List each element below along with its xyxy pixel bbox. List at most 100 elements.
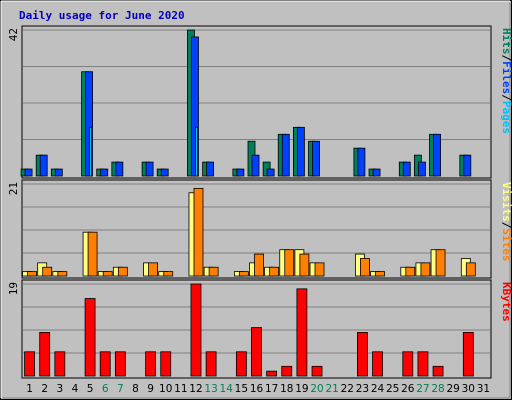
panel-1-ymax-label: 42 [7,28,20,41]
bar-files-day-18 [281,133,290,177]
bar-kbytes-day-26 [402,351,414,377]
bar-kbytes-day-20 [311,365,323,377]
bar-sites-day-9 [148,262,158,277]
panel-1-axis-title-part: Pages [500,101,512,134]
bar-files-day-1 [24,168,33,177]
x-tick-label-day-31: 31 [477,383,490,395]
bar-sites-day-7 [117,266,128,277]
bar-sites-day-5 [87,231,98,277]
bar-files-day-6 [100,168,109,177]
bar-sites-day-16 [254,253,264,277]
chart-title: Daily usage for June 2020 [19,9,185,22]
panel-1-axis-title-part: / [500,55,512,62]
panel-2-axis-title-part: Sites [500,228,512,261]
bar-sites-day-30 [465,262,476,277]
bar-kbytes-day-17 [266,370,278,377]
panel-2-axis-title-part: Visits [500,182,512,222]
panel-1-axis-title-part: Hits [500,28,512,55]
x-tick-label-day-18: 18 [280,383,293,395]
bar-sites-day-20 [314,262,325,277]
panel-1-axis-title-part: Files [500,61,512,94]
bar-sites-day-2 [42,266,53,277]
panel-2-axis-title: Visits/Sites [500,182,512,262]
bar-kbytes-day-2 [39,332,51,377]
x-tick-label-day-30: 30 [462,383,475,395]
bar-kbytes-day-1 [24,351,35,377]
panel-2-ymax-label: 21 [7,182,20,195]
bar-sites-day-10 [163,271,174,277]
x-tick-label-day-9: 9 [147,383,154,395]
bar-files-day-12 [191,36,199,177]
bar-files-day-10 [160,168,169,177]
x-tick-label-day-2: 2 [41,383,48,395]
bar-kbytes-day-6 [99,351,111,377]
x-tick-label-day-1: 1 [26,383,33,395]
bar-kbytes-day-28 [432,365,444,377]
bar-files-day-24 [372,168,381,177]
bar-files-day-27 [418,161,426,177]
bar-sites-day-18 [284,249,295,277]
bar-sites-day-27 [420,262,431,277]
bar-files-day-30 [463,154,472,177]
bar-kbytes-day-24 [372,351,383,377]
x-tick-label-day-8: 8 [132,383,139,395]
bar-files-day-20 [312,140,320,177]
bar-kbytes-day-5 [84,298,96,377]
x-tick-label-day-29: 29 [446,383,459,395]
bar-files-day-19 [296,126,305,177]
bar-sites-day-13 [208,266,219,277]
panel-3-axis-title: KBytes [500,282,512,322]
panel-1-plot-area [21,25,492,179]
x-tick-label-day-19: 19 [295,383,308,395]
bar-sites-day-3 [57,271,68,277]
bar-files-day-2 [39,154,48,177]
x-tick-label-day-26: 26 [401,383,415,395]
bar-kbytes-day-3 [54,351,66,377]
panel-1-axis-title-part: / [500,94,512,101]
x-tick-label-day-11: 11 [174,383,187,395]
bar-kbytes-day-19 [296,288,308,377]
x-tick-label-day-27: 27 [416,383,429,395]
x-tick-label-day-5: 5 [87,383,94,395]
panel-3-axis-title-part: KBytes [500,282,512,322]
bar-kbytes-day-16 [251,327,262,377]
x-tick-label-day-12: 12 [189,383,202,395]
bar-files-day-7 [115,161,124,177]
x-tick-label-day-3: 3 [56,383,63,395]
x-tick-label-day-24: 24 [371,383,385,395]
x-tick-label-day-28: 28 [431,383,444,395]
x-tick-label-day-22: 22 [341,383,354,395]
bar-kbytes-day-30 [462,332,474,377]
bar-kbytes-day-7 [114,351,126,377]
bar-kbytes-day-23 [357,332,368,377]
x-tick-label-day-17: 17 [265,383,278,395]
x-tick-label-day-6: 6 [102,383,109,395]
bar-files-day-3 [54,168,63,177]
bar-sites-day-24 [375,271,385,277]
panel-2-axis-title-part: / [500,222,512,229]
x-tick-label-day-10: 10 [159,383,172,395]
bar-kbytes-day-9 [145,351,156,377]
panel-3-ymax-label: 19 [7,282,20,295]
bar-files-day-13 [206,161,215,177]
bar-sites-day-17 [269,266,280,277]
bar-sites-day-28 [435,249,446,277]
bar-pages-day-12 [195,126,198,177]
bar-sites-day-12 [193,187,204,277]
bar-files-day-17 [266,168,275,177]
bar-files-day-23 [357,147,366,177]
x-tick-label-day-14: 14 [220,383,234,395]
bar-kbytes-day-13 [205,351,217,377]
bar-sites-day-15 [238,271,249,277]
bar-kbytes-day-12 [190,283,202,377]
x-tick-label-day-7: 7 [117,383,124,395]
x-tick-label-day-15: 15 [235,383,248,395]
bar-sites-day-1 [27,271,37,277]
bar-pages-day-5 [89,126,92,177]
bar-sites-day-6 [102,271,113,277]
bar-kbytes-day-10 [160,351,172,377]
bar-kbytes-day-18 [281,365,293,377]
bar-files-day-26 [402,161,411,177]
x-tick-label-day-25: 25 [386,383,399,395]
